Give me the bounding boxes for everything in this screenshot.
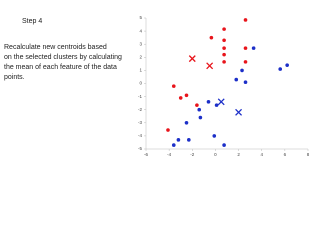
point	[243, 46, 248, 50]
y-tick-label: -2	[138, 107, 142, 112]
point	[176, 138, 181, 142]
point	[243, 18, 248, 22]
body-line: points.	[4, 74, 25, 81]
point	[222, 27, 226, 31]
x-tick-label: -4	[167, 152, 171, 157]
x-tick-label: 2	[237, 152, 240, 157]
point	[184, 121, 189, 125]
y-tick-label: 3	[139, 41, 142, 46]
centroid	[217, 98, 225, 106]
point	[166, 128, 170, 132]
point	[184, 93, 189, 98]
point	[187, 138, 191, 142]
x-tick-label: -6	[144, 152, 148, 157]
x-tick-label: 4	[260, 152, 263, 157]
centroid	[235, 108, 243, 116]
point	[222, 60, 226, 64]
point	[209, 35, 214, 40]
point	[171, 84, 176, 88]
y-tick-label: 5	[139, 15, 142, 20]
body-line: the mean of each feature of the data	[4, 64, 117, 71]
point	[243, 60, 248, 64]
x-tick-label: 0	[214, 152, 217, 157]
point	[285, 63, 289, 67]
y-tick-label: -4	[138, 133, 142, 138]
x-tick-label: 6	[284, 152, 287, 157]
y-tick-label: -1	[138, 94, 142, 99]
y-tick-label: 0	[139, 81, 142, 86]
point	[240, 68, 244, 73]
body-line: Recalculate new centroids based	[4, 44, 107, 51]
point	[206, 100, 211, 104]
y-tick-label: -3	[138, 120, 142, 125]
point	[214, 103, 219, 107]
y-tick-label: 1	[139, 68, 142, 73]
centroid	[188, 55, 196, 63]
centroid	[206, 62, 214, 70]
y-tick-label: -5	[138, 146, 142, 151]
point	[243, 80, 248, 84]
point	[222, 46, 226, 50]
y-tick-label: 2	[139, 54, 142, 59]
point	[251, 46, 256, 50]
point	[198, 115, 203, 120]
y-tick-label: 4	[139, 28, 142, 33]
point	[222, 143, 226, 147]
point	[278, 67, 283, 71]
point	[222, 52, 226, 57]
slide: Step 4 Recalculate new centroids based o…	[4, 15, 310, 157]
body-line: on the selected clusters by calculating	[4, 54, 122, 61]
point	[171, 143, 176, 147]
point	[178, 96, 183, 100]
point	[212, 134, 217, 138]
point	[234, 77, 239, 82]
point	[197, 107, 202, 112]
x-tick-label: -2	[190, 152, 194, 157]
point	[222, 38, 226, 43]
point	[195, 103, 199, 107]
x-tick-label: 8	[307, 152, 310, 157]
slide-title: Step 4	[22, 18, 42, 25]
